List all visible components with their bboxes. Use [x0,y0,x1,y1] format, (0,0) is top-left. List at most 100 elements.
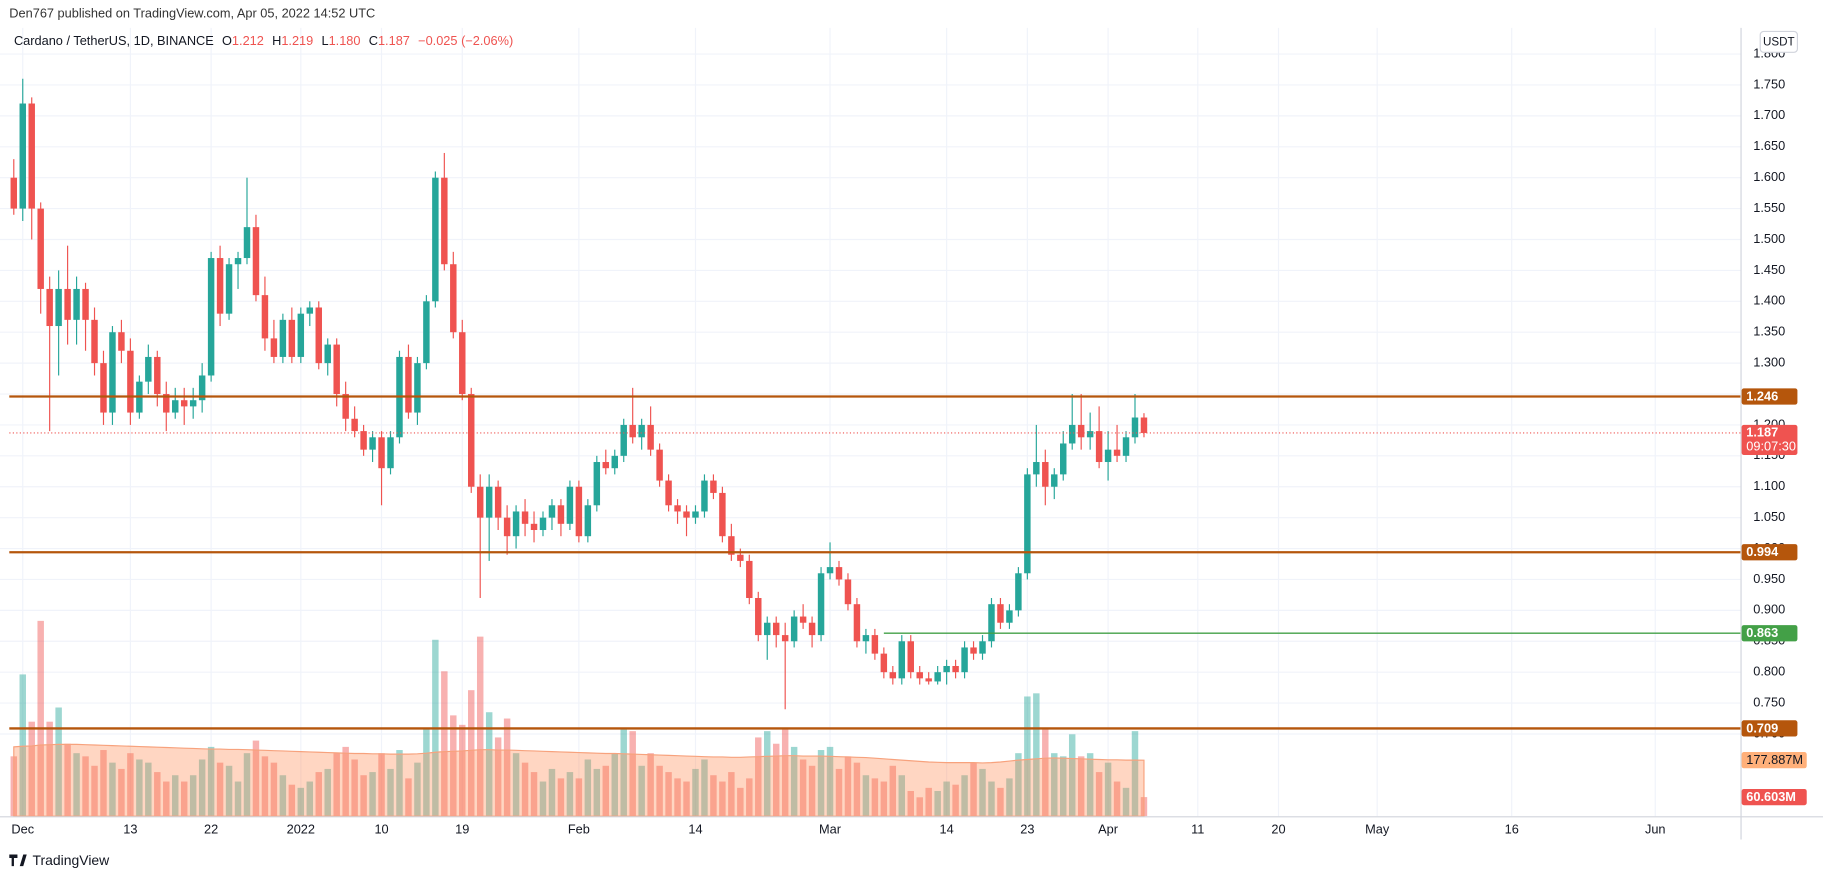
volume-bar [584,759,592,817]
candle-body [387,437,394,469]
candle-body [997,604,1004,623]
candle-body [369,437,376,450]
candle-body [91,319,98,364]
candle-body [10,177,18,209]
level-label-bg [1741,720,1798,737]
candle-body [494,486,502,518]
candle-body [459,332,466,395]
currency[interactable]: USDT [1763,36,1795,49]
y-tick-label: 1.100 [1753,478,1785,493]
candle-body [145,356,152,382]
candle-body [970,647,977,654]
candle-body [665,480,672,506]
volume-bar [28,721,35,817]
volume-bar [270,762,278,817]
level-label: 0.863 [1746,625,1778,640]
candle-body [961,647,968,673]
candle-body [979,641,986,654]
x-tick-label: 11 [1191,822,1204,837]
volume-bar [503,718,511,817]
volume-bar [817,750,825,817]
candle-body [297,313,305,357]
volume-ma-badge [1741,752,1807,769]
volume-bar [378,753,385,817]
candle-body [925,678,932,682]
candle-body [82,288,89,320]
x-tick-label: 16 [1505,822,1519,837]
volume-bar [82,756,89,817]
candle-body [1006,610,1013,623]
level-label: 0.709 [1746,720,1778,735]
legend: Cardano / TetherUS, 1D, BINANCE O1.212 H… [14,33,513,48]
volume-bar [1051,753,1058,817]
level-label-bg [1741,388,1798,405]
candle-body [781,635,789,642]
candle-body [270,338,278,357]
volume-bar [19,674,26,817]
volume-bar [593,768,601,817]
volume-bar [279,775,287,817]
volume-bar [1095,772,1103,817]
volume-bar [781,727,789,817]
candle-body [450,264,457,333]
volume-bar [1113,781,1121,817]
volume-bar [871,778,879,817]
candle-body [629,424,636,438]
candle-body [817,573,825,636]
volume-bar [638,765,645,817]
x-tick-label: 23 [1020,822,1034,837]
x-tick-label: Dec [11,822,34,837]
candle-body [252,227,260,296]
volume-bar [997,787,1004,817]
volume-bar [683,781,690,817]
volume-bar [647,753,654,817]
currency-box[interactable] [1759,30,1799,53]
volume-bar [862,775,870,817]
candle-body [172,400,179,413]
candle-body [28,103,35,209]
candle-body [476,486,484,518]
volume-bar [306,781,314,817]
candle-body [692,511,699,518]
volume-bar [880,781,888,817]
y-tick-label: 1.350 [1753,324,1785,339]
volume-bar [1006,778,1013,817]
level-label: 1.246 [1746,388,1778,403]
x-tick-label: May [1365,822,1390,837]
candle-body [216,258,224,314]
candle-body [746,560,753,598]
volume-bar [808,765,816,817]
candle-body [73,288,80,320]
candle-body [19,103,26,209]
candle-body [423,301,430,364]
volume-ma-label: 177.887M [1746,752,1803,767]
candle-body [880,653,888,673]
volume-bar [979,768,986,817]
volume-bar [297,787,305,817]
candle-body [333,344,340,395]
volume-bar [172,775,179,817]
candle-body [656,449,663,481]
candle-body [530,523,538,531]
candle-body [584,505,592,537]
volume-bar [1060,756,1067,817]
candle-body [503,517,511,537]
candle-body [1077,424,1085,438]
volume-bar [656,765,663,817]
y-tick-label: 0.900 [1753,602,1785,617]
candle-body [575,486,583,537]
candle-body [1060,443,1067,475]
candle-body [674,505,681,512]
candle-body [898,641,906,679]
y-tick-label: 1.050 [1753,509,1785,524]
candle-body [360,431,367,450]
candle-body [207,258,215,376]
volume-bar [342,746,349,817]
volume-bar [988,781,995,817]
volume-bar [315,772,322,817]
x-tick-label: Jun [1645,822,1666,837]
low: 1.180 [329,33,361,48]
candle-body [243,227,251,259]
change-pct: (−2.06%) [461,33,513,48]
